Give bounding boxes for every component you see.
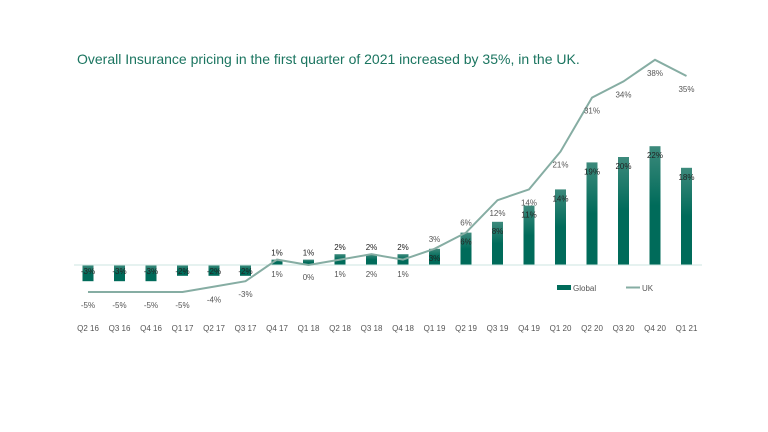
data-label-global: -3% xyxy=(144,267,158,276)
x-tick-label: Q3 16 xyxy=(109,324,131,333)
x-tick-label: Q4 16 xyxy=(140,324,162,333)
legend-label-global: Global xyxy=(573,284,596,293)
chart-title: Overall Insurance pricing in the first q… xyxy=(77,51,580,67)
data-label-global: -3% xyxy=(112,267,126,276)
bar-global-Q3 19 xyxy=(492,221,503,265)
x-tick-label: Q4 20 xyxy=(644,324,666,333)
data-label-uk: -5% xyxy=(81,301,95,310)
x-tick-label: Q2 20 xyxy=(581,324,603,333)
data-label-global: 6% xyxy=(460,238,472,247)
data-label-global: -2% xyxy=(175,267,189,276)
data-label-uk: -5% xyxy=(112,301,126,310)
data-label-global: 2% xyxy=(366,243,378,252)
data-label-global: 11% xyxy=(521,211,536,220)
data-label-global: -2% xyxy=(238,267,252,276)
x-tick-label: Q2 18 xyxy=(329,324,351,333)
data-label-global: 2% xyxy=(397,243,409,252)
data-label-uk: 14% xyxy=(521,198,537,207)
bar-global-Q3 20 xyxy=(618,157,629,265)
data-label-global: 1% xyxy=(271,249,283,258)
data-label-uk: 1% xyxy=(334,270,346,279)
data-label-uk: -5% xyxy=(144,301,158,310)
data-label-global: 20% xyxy=(615,162,631,171)
data-label-uk: 1% xyxy=(397,270,409,279)
bar-global-Q1 17 xyxy=(177,265,188,276)
data-label-global: 14% xyxy=(552,194,568,203)
data-label-global: 2% xyxy=(334,243,346,252)
legend-swatch-global xyxy=(557,285,571,290)
data-label-global: 1% xyxy=(303,249,315,258)
data-label-uk: 1% xyxy=(271,270,283,279)
data-label-global: 22% xyxy=(647,151,663,160)
data-label-uk: 2% xyxy=(366,270,378,279)
x-tick-label: Q1 20 xyxy=(550,324,572,333)
data-label-global: -3% xyxy=(81,267,95,276)
data-label-uk: 35% xyxy=(678,85,694,94)
data-label-uk: 12% xyxy=(489,209,505,218)
data-label-uk: 6% xyxy=(460,219,472,228)
data-label-uk: 3% xyxy=(429,235,441,244)
bar-global-Q4 19 xyxy=(523,205,535,265)
x-tick-label: Q4 18 xyxy=(392,324,414,333)
x-tick-label: Q1 21 xyxy=(676,324,698,333)
bar-global-Q1 21 xyxy=(681,167,692,265)
bar-global-Q4 17 xyxy=(271,259,283,265)
data-label-uk: 34% xyxy=(615,90,631,99)
data-label-uk: -5% xyxy=(175,301,189,310)
x-tick-label: Q4 17 xyxy=(266,324,288,333)
bar-global-Q4 16 xyxy=(145,265,157,282)
x-tick-label: Q2 17 xyxy=(203,324,225,333)
data-label-global: -2% xyxy=(207,267,221,276)
x-tick-label: Q3 18 xyxy=(361,324,383,333)
data-label-uk: 21% xyxy=(552,161,568,170)
bar-global-Q4 20 xyxy=(649,146,661,265)
bar-global-Q2 20 xyxy=(586,162,598,265)
data-label-uk: 31% xyxy=(584,107,600,116)
bar-global-Q2 17 xyxy=(208,265,220,276)
x-tick-label: Q3 19 xyxy=(487,324,509,333)
bar-global-Q2 16 xyxy=(82,265,94,282)
x-tick-label: Q4 19 xyxy=(518,324,540,333)
x-tick-label: Q1 18 xyxy=(298,324,320,333)
data-label-global: 18% xyxy=(678,173,694,182)
line-uk xyxy=(88,58,687,293)
bar-global-Q3 16 xyxy=(114,265,125,282)
x-tick-label: Q3 20 xyxy=(613,324,635,333)
data-label-uk: 0% xyxy=(303,273,315,282)
data-label-uk: -3% xyxy=(238,290,252,299)
data-label-global: 3% xyxy=(429,254,441,263)
legend-label-uk: UK xyxy=(642,284,654,293)
x-tick-label: Q1 17 xyxy=(172,324,194,333)
data-label-global: 19% xyxy=(584,167,600,176)
bar-global-Q1 19 xyxy=(429,248,440,265)
data-label-uk: 38% xyxy=(647,69,663,78)
x-tick-label: Q2 16 xyxy=(77,324,99,333)
x-tick-label: Q1 19 xyxy=(424,324,446,333)
data-label-global: 8% xyxy=(492,227,504,236)
bar-global-Q1 20 xyxy=(555,189,566,265)
bar-global-Q3 17 xyxy=(240,265,251,276)
x-tick-label: Q2 19 xyxy=(455,324,477,333)
bar-global-Q2 19 xyxy=(460,232,472,265)
bar-global-Q3 18 xyxy=(366,254,377,265)
bar-global-Q1 18 xyxy=(303,259,314,265)
data-label-uk: -4% xyxy=(207,296,221,305)
x-tick-label: Q3 17 xyxy=(235,324,257,333)
